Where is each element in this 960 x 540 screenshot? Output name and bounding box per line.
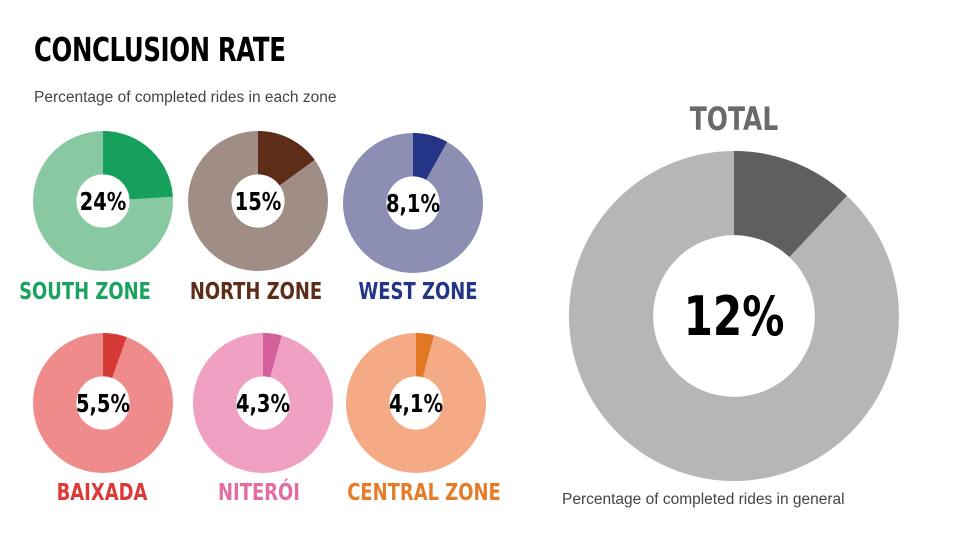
donut-north-zone: 15% bbox=[188, 131, 328, 271]
zone-label-central: CENTRAL ZONE bbox=[347, 480, 501, 506]
percent-label-baixada: 5,5% bbox=[76, 390, 130, 419]
zone-label-north: NORTH ZONE bbox=[189, 279, 323, 305]
page-subtitle: Percentage of completed rides in each zo… bbox=[34, 89, 337, 106]
page-title: CONCLUSION RATE bbox=[34, 30, 286, 69]
percent-label-west-zone: 8,1% bbox=[386, 190, 440, 219]
percent-label-south-zone: 24% bbox=[80, 188, 127, 217]
donut-total: 12% bbox=[569, 151, 899, 481]
percent-label-central-zone: 4,1% bbox=[389, 390, 443, 419]
donut-niteroi: 4,3% bbox=[193, 333, 333, 473]
donut-hole bbox=[653, 235, 815, 397]
zone-label-west: WEST ZONE bbox=[358, 279, 478, 305]
donut-central-zone: 4,1% bbox=[346, 333, 486, 473]
percent-label-niter-i: 4,3% bbox=[236, 390, 290, 419]
donut-west-zone: 8,1% bbox=[343, 133, 483, 273]
donut-hole bbox=[236, 376, 290, 430]
percent-label-north-zone: 15% bbox=[235, 188, 282, 217]
donut-hole bbox=[76, 376, 130, 430]
zone-label-niteroi: NITERÓI bbox=[218, 480, 300, 506]
percent-label-total: 12% bbox=[684, 286, 785, 348]
total-caption: Percentage of completed rides in general bbox=[562, 491, 845, 508]
donut-hole bbox=[389, 376, 443, 430]
zone-label-south: SOUTH ZONE bbox=[19, 279, 151, 305]
donut-hole bbox=[76, 174, 130, 228]
total-title: TOTAL bbox=[689, 100, 779, 138]
donut-hole bbox=[231, 174, 285, 228]
donut-south-zone: 24% bbox=[33, 131, 173, 271]
donut-baixada: 5,5% bbox=[33, 333, 173, 473]
zone-label-baixada: BAIXADA bbox=[56, 480, 148, 506]
donut-hole bbox=[386, 176, 440, 230]
